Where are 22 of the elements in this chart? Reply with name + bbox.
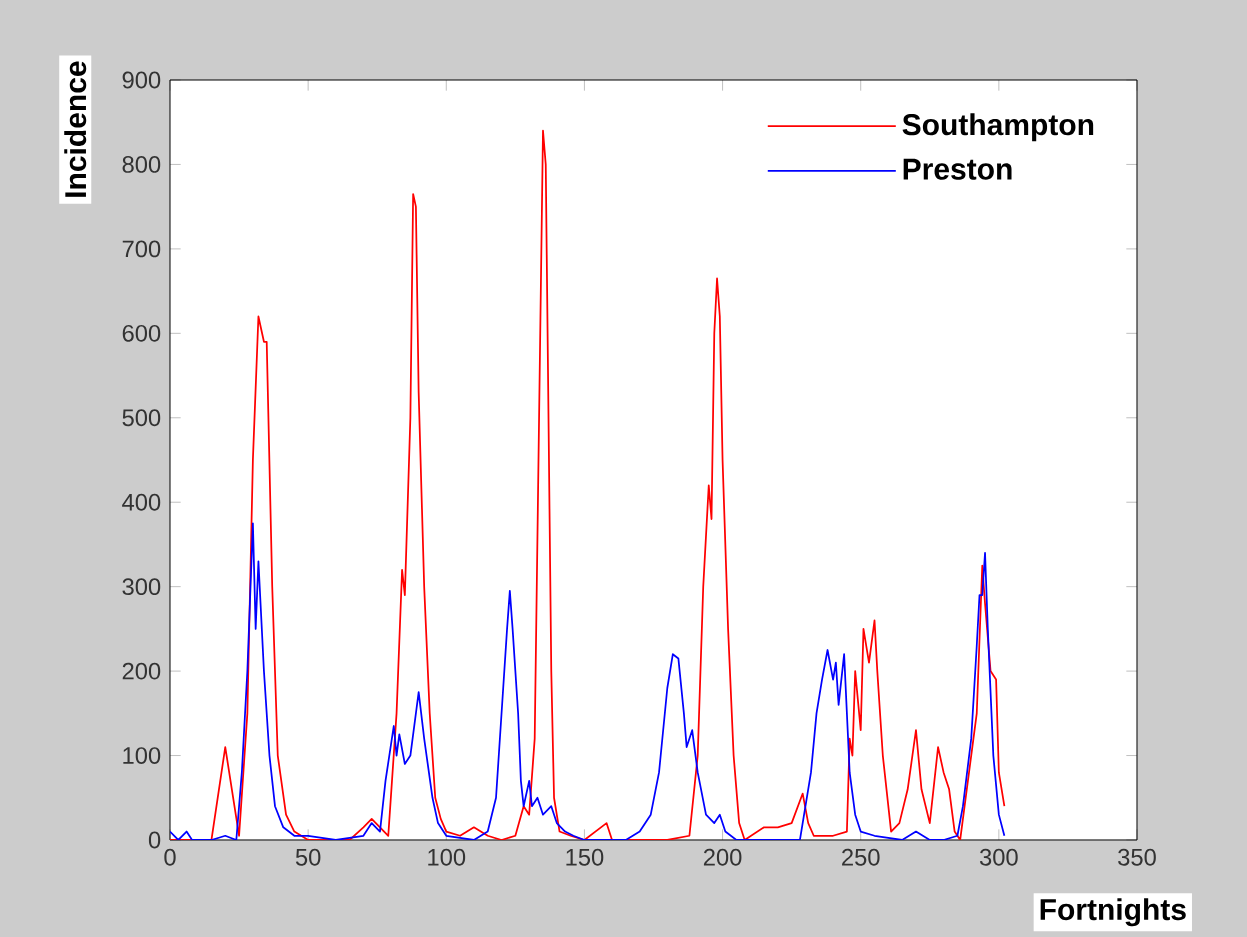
x-tick-label: 300 [979,848,1018,866]
y-axis-title: Incidence [64,61,87,197]
x-axis-title: Fortnights [1040,898,1186,927]
x-tick-label: 50 [295,848,321,866]
legend-label: Southampton [902,113,1094,142]
y-tick-label: 500 [122,409,161,427]
x-tick-label: 250 [842,848,880,866]
y-tick-label: 800 [122,156,161,173]
y-tick-label: 700 [122,240,161,258]
y-tick-label: 200 [122,662,161,680]
y-tick-label: 300 [122,578,161,596]
y-tick-label: 600 [122,324,161,342]
y-tick-label: 100 [123,747,161,764]
x-tick-label: 200 [703,848,742,866]
x-tick-label: 350 [1118,848,1156,866]
y-tick-label: 400 [122,493,161,511]
x-tick-label: 150 [566,848,604,866]
legend-label: Preston [903,158,1012,180]
y-tick-label: 900 [122,71,161,89]
x-tick-label: 100 [428,848,466,866]
x-tick-label: 0 [164,848,176,866]
y-tick-label: 0 [148,831,161,849]
